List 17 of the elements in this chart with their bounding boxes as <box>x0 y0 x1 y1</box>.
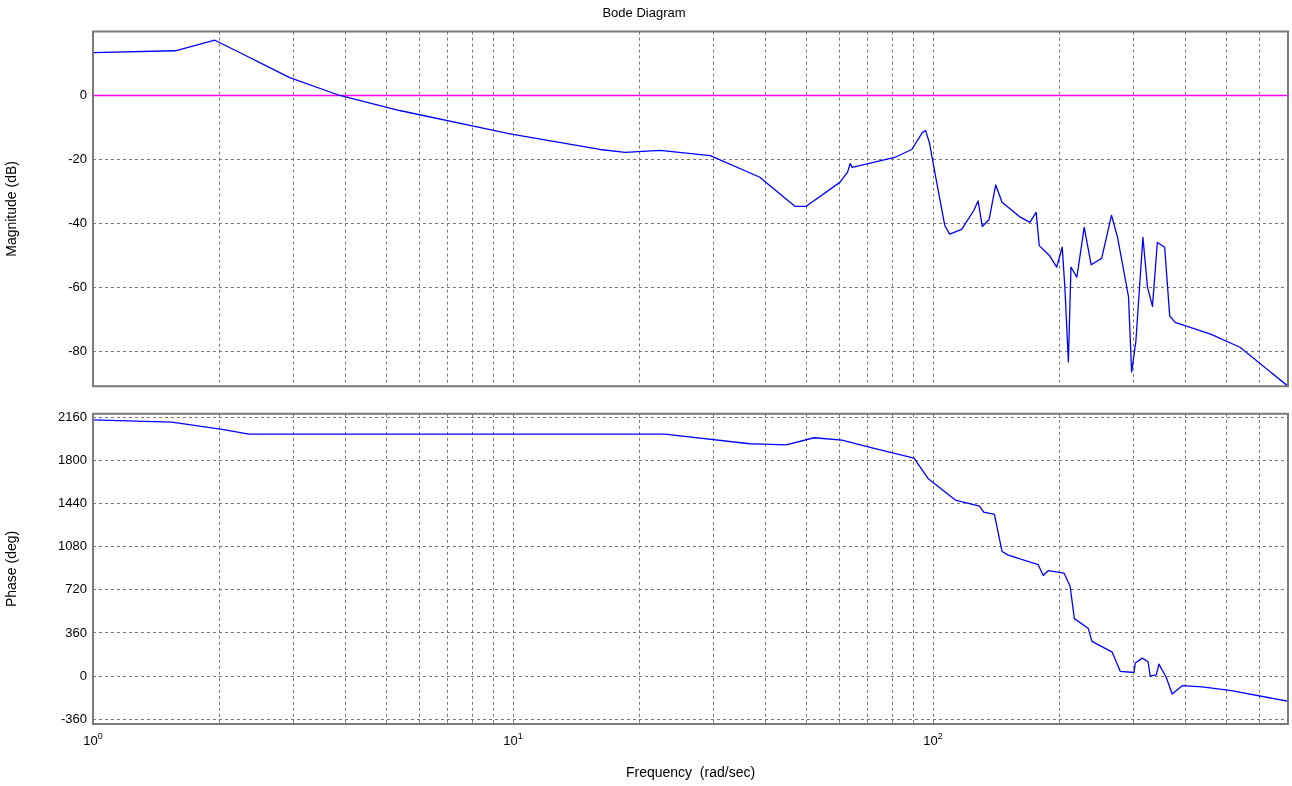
y-tick-label: 2160 <box>58 408 87 424</box>
y-axis-title: Magnitude (dB) <box>3 161 20 257</box>
y-tick-label: 720 <box>65 581 87 597</box>
y-tick-label: 1080 <box>58 538 87 554</box>
y-tick-label: 1440 <box>58 495 87 511</box>
y-axis-title: Phase (deg) <box>3 530 20 608</box>
y-tick-label: -80 <box>68 342 87 358</box>
y-tick-label: -360 <box>60 710 87 726</box>
y-tick-label: 360 <box>65 624 87 640</box>
y-tick-label: 1800 <box>58 452 87 468</box>
x-axis-title: Frequency (rad/sec) <box>625 764 756 781</box>
chart-title: Bode Diagram <box>602 5 686 21</box>
y-tick-label: -40 <box>68 214 87 230</box>
y-tick-label: 0 <box>79 667 87 683</box>
y-tick-label: -60 <box>68 278 87 294</box>
y-tick-label: 0 <box>79 87 87 103</box>
y-tick-label: -20 <box>68 150 87 166</box>
